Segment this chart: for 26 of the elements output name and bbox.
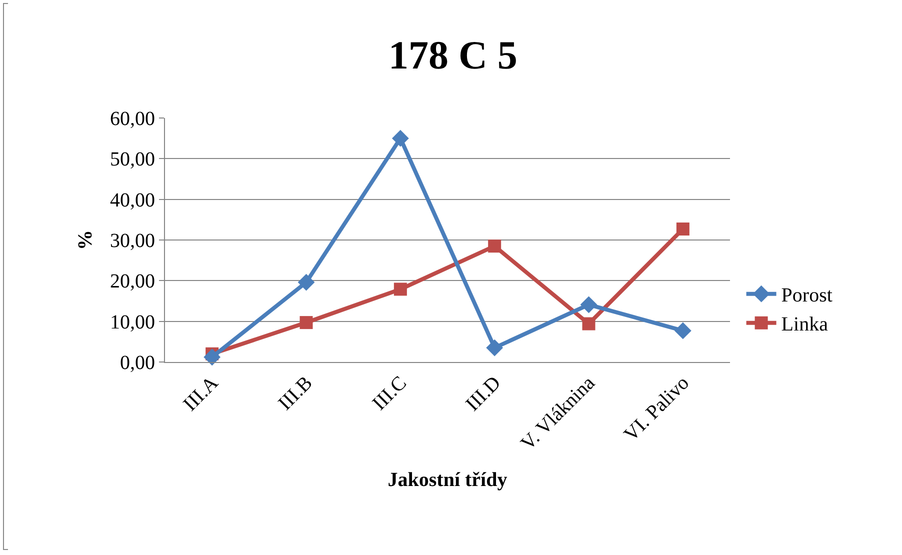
y-tick-label: 60,00 (110, 108, 155, 130)
x-tick-label: III.D (462, 372, 506, 416)
x-axis-title: Jakostní třídy (388, 469, 508, 492)
y-tick-label: 50,00 (110, 148, 155, 171)
point (394, 282, 407, 296)
legend-label: Porost (781, 284, 833, 307)
point (392, 130, 409, 147)
legend-label: Linka (781, 314, 828, 336)
point (486, 339, 504, 356)
point (582, 317, 596, 330)
y-tick-label: 20,00 (110, 270, 155, 293)
chart-title: 178 C 5 (388, 32, 518, 78)
point (676, 222, 690, 236)
point (580, 296, 598, 314)
point (674, 322, 692, 340)
y-axis-title: % (74, 230, 96, 250)
y-tick-label: 10,00 (110, 311, 155, 334)
x-tick-label: III.A (179, 372, 224, 416)
point (298, 274, 315, 291)
y-tick-label: 40,00 (110, 189, 155, 212)
point (204, 348, 221, 366)
y-tick-label: 30,00 (110, 230, 155, 252)
x-tick-label: III.B (274, 372, 317, 415)
y-tick-label: 0,00 (120, 352, 155, 374)
point (488, 240, 502, 253)
point (300, 316, 313, 330)
